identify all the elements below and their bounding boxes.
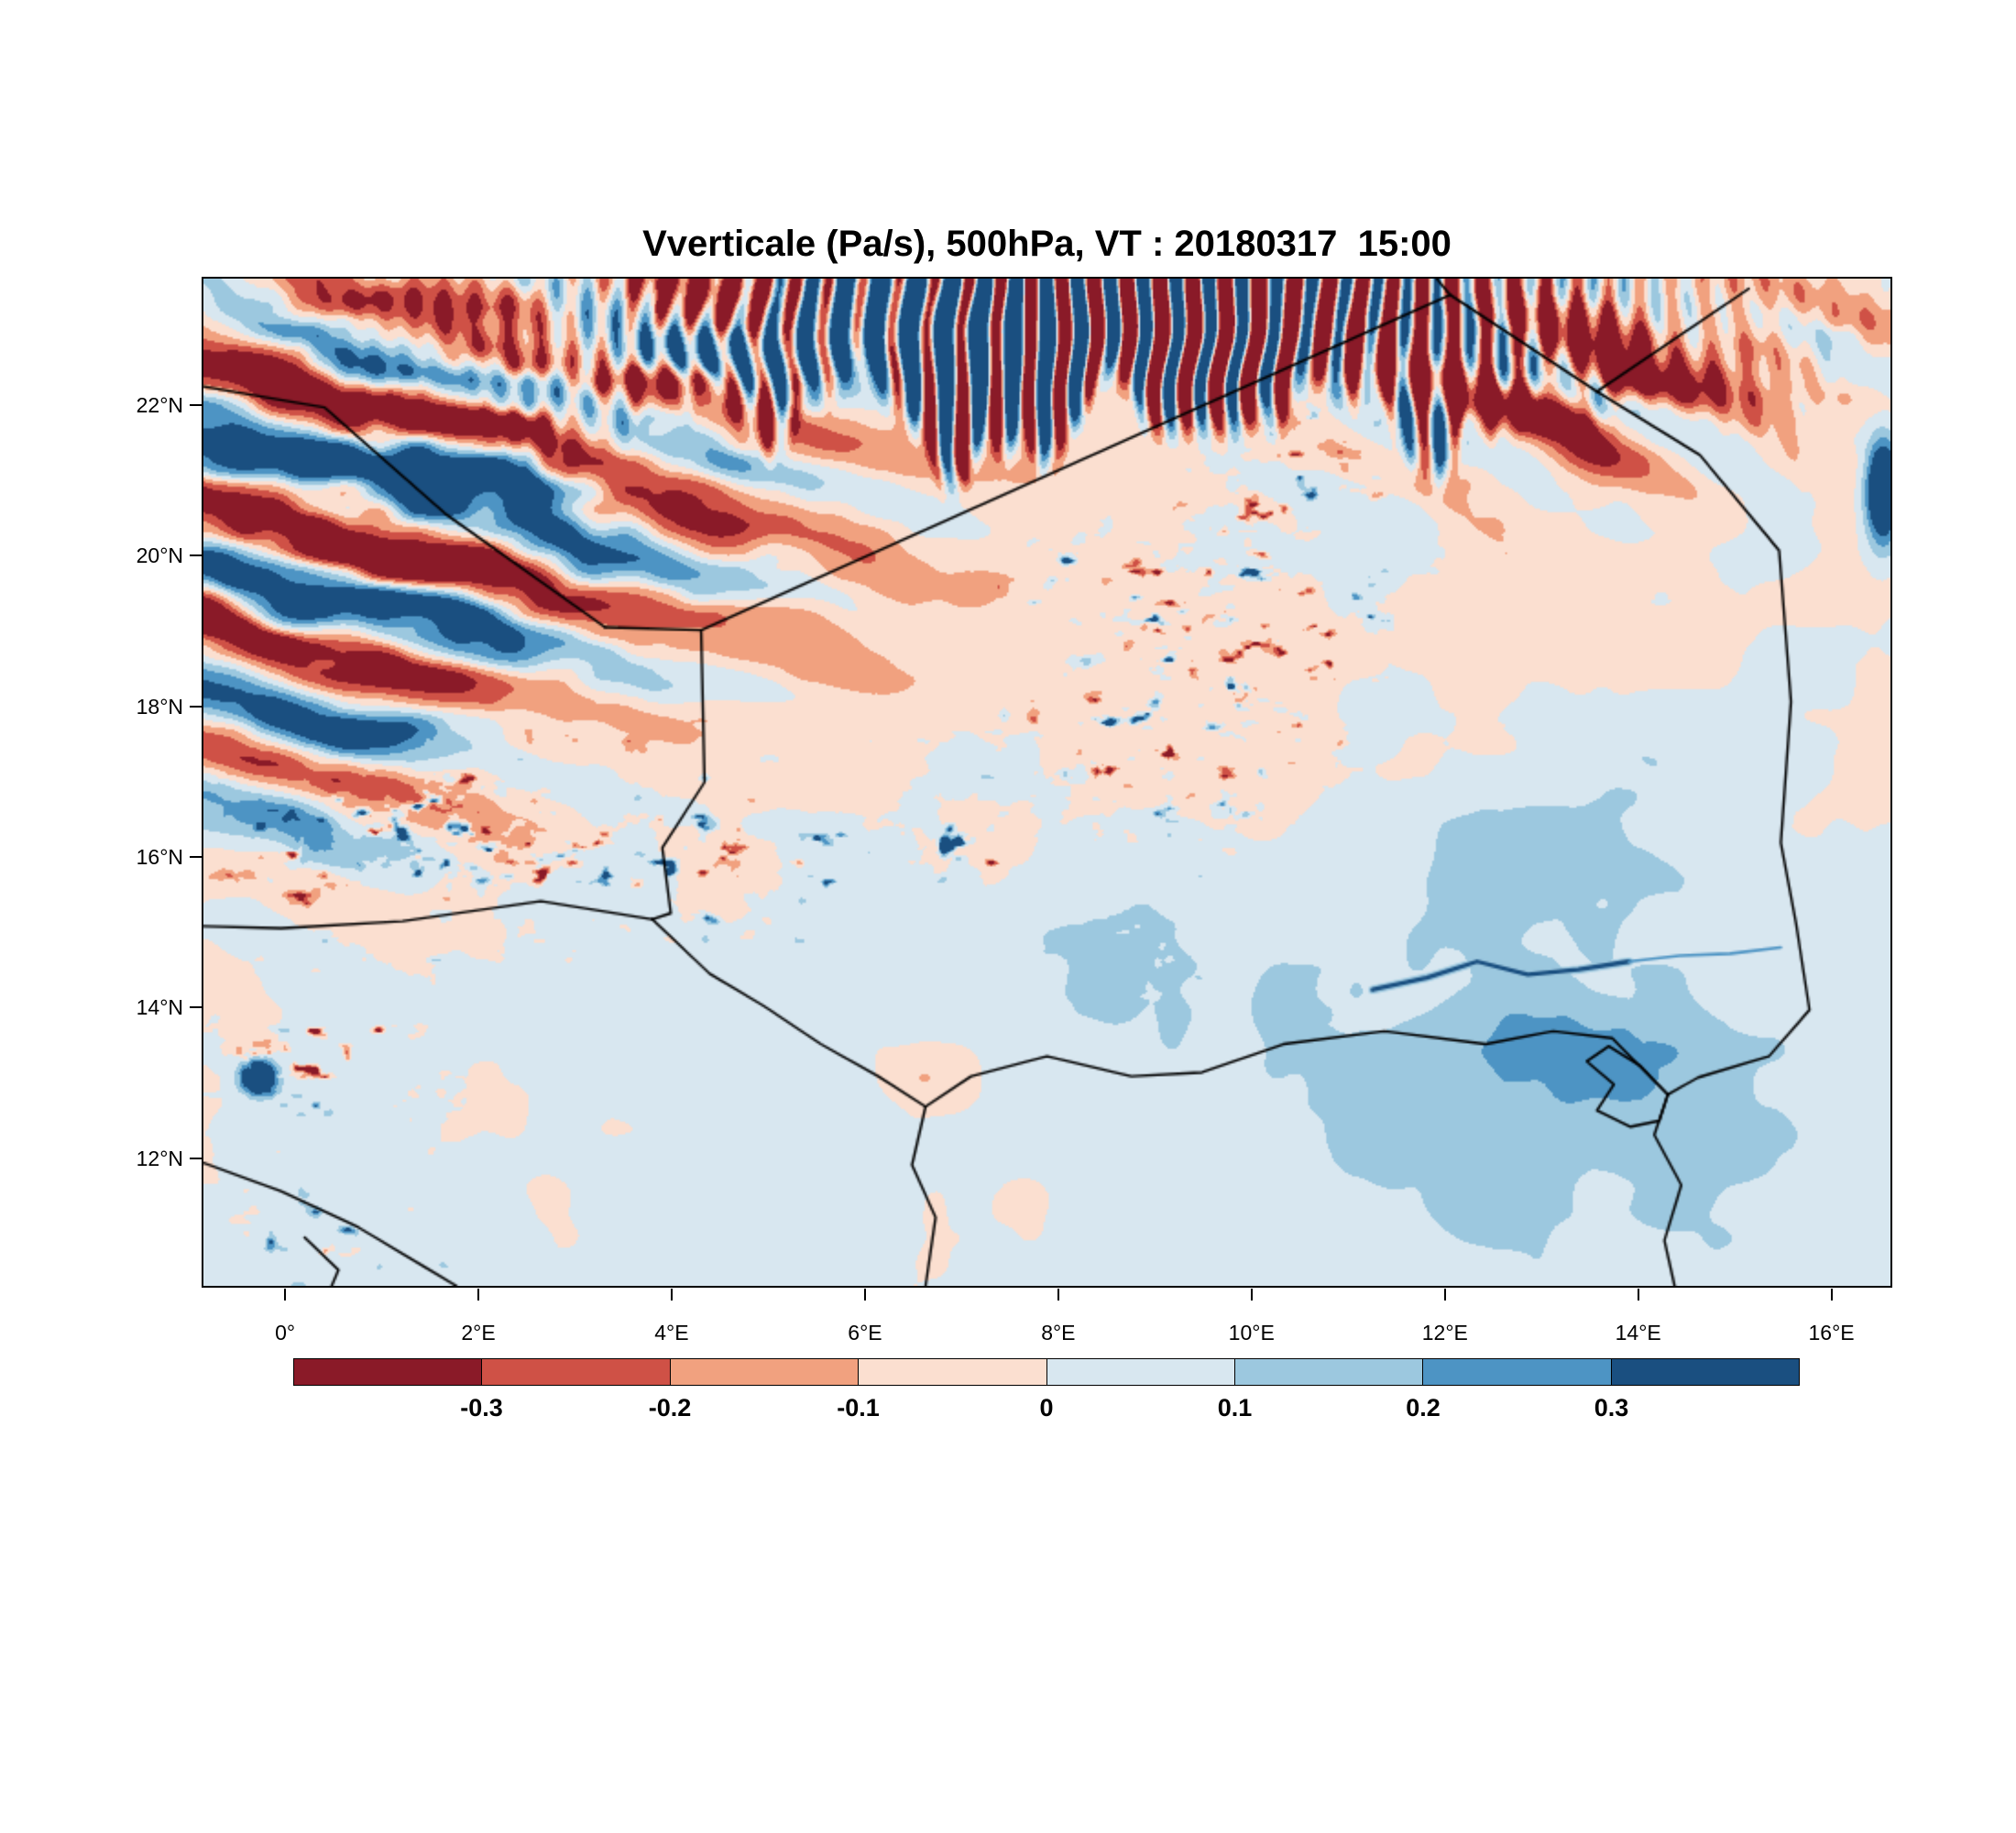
x-tick xyxy=(1637,1289,1639,1301)
y-tick-label: 12°N xyxy=(136,1146,183,1170)
colorbar-segment xyxy=(293,1358,483,1386)
colorbar-segment xyxy=(1422,1358,1612,1386)
y-tick xyxy=(190,856,202,859)
colorbar-segment xyxy=(1610,1358,1800,1386)
y-tick xyxy=(190,1157,202,1159)
y-tick-label: 16°N xyxy=(136,845,183,870)
x-tick-label: 10°E xyxy=(1228,1321,1275,1345)
colorbar-segment xyxy=(1233,1358,1424,1386)
y-tick xyxy=(190,1006,202,1009)
y-tick xyxy=(190,705,202,708)
y-tick-label: 14°N xyxy=(136,995,183,1020)
x-tick-label: 8°E xyxy=(1041,1321,1076,1345)
colorbar-boundary-label: -0.1 xyxy=(837,1394,880,1421)
x-tick xyxy=(1443,1289,1446,1301)
x-tick-label: 6°E xyxy=(848,1321,882,1345)
x-tick-label: 12°E xyxy=(1421,1321,1468,1345)
x-tick xyxy=(863,1289,866,1301)
x-tick-label: 0° xyxy=(275,1321,296,1345)
x-tick-label: 4°E xyxy=(654,1321,689,1345)
x-tick-label: 16°E xyxy=(1808,1321,1855,1345)
y-tick-label: 20°N xyxy=(136,543,183,568)
vertical-velocity-field-canvas xyxy=(203,279,1890,1286)
colorbar-segment xyxy=(669,1358,860,1386)
map-plot-area xyxy=(202,277,1892,1288)
colorbar-boundary-label: -0.3 xyxy=(460,1394,503,1421)
y-tick-label: 18°N xyxy=(136,694,183,719)
colorbar-boundary-label: 0.3 xyxy=(1594,1394,1629,1421)
y-tick-label: 22°N xyxy=(136,393,183,418)
x-tick-label: 2°E xyxy=(461,1321,496,1345)
x-tick xyxy=(1057,1289,1059,1301)
x-tick-label: 14°E xyxy=(1615,1321,1661,1345)
colorbar xyxy=(293,1358,1800,1386)
x-tick xyxy=(670,1289,673,1301)
x-tick xyxy=(477,1289,480,1301)
y-tick xyxy=(190,404,202,407)
y-tick xyxy=(190,554,202,557)
x-tick xyxy=(1250,1289,1253,1301)
x-tick xyxy=(284,1289,287,1301)
colorbar-boundary-label: 0.1 xyxy=(1217,1394,1253,1421)
colorbar-boundary-label: 0 xyxy=(1039,1394,1054,1421)
x-tick xyxy=(1830,1289,1833,1301)
chart-title: Vverticale (Pa/s), 500hPa, VT : 20180317… xyxy=(642,224,1452,264)
colorbar-boundary-label: 0.2 xyxy=(1406,1394,1441,1421)
colorbar-boundary-label: -0.2 xyxy=(648,1394,692,1421)
colorbar-segment xyxy=(858,1358,1047,1386)
colorbar-segment xyxy=(481,1358,671,1386)
colorbar-segment xyxy=(1046,1358,1235,1386)
